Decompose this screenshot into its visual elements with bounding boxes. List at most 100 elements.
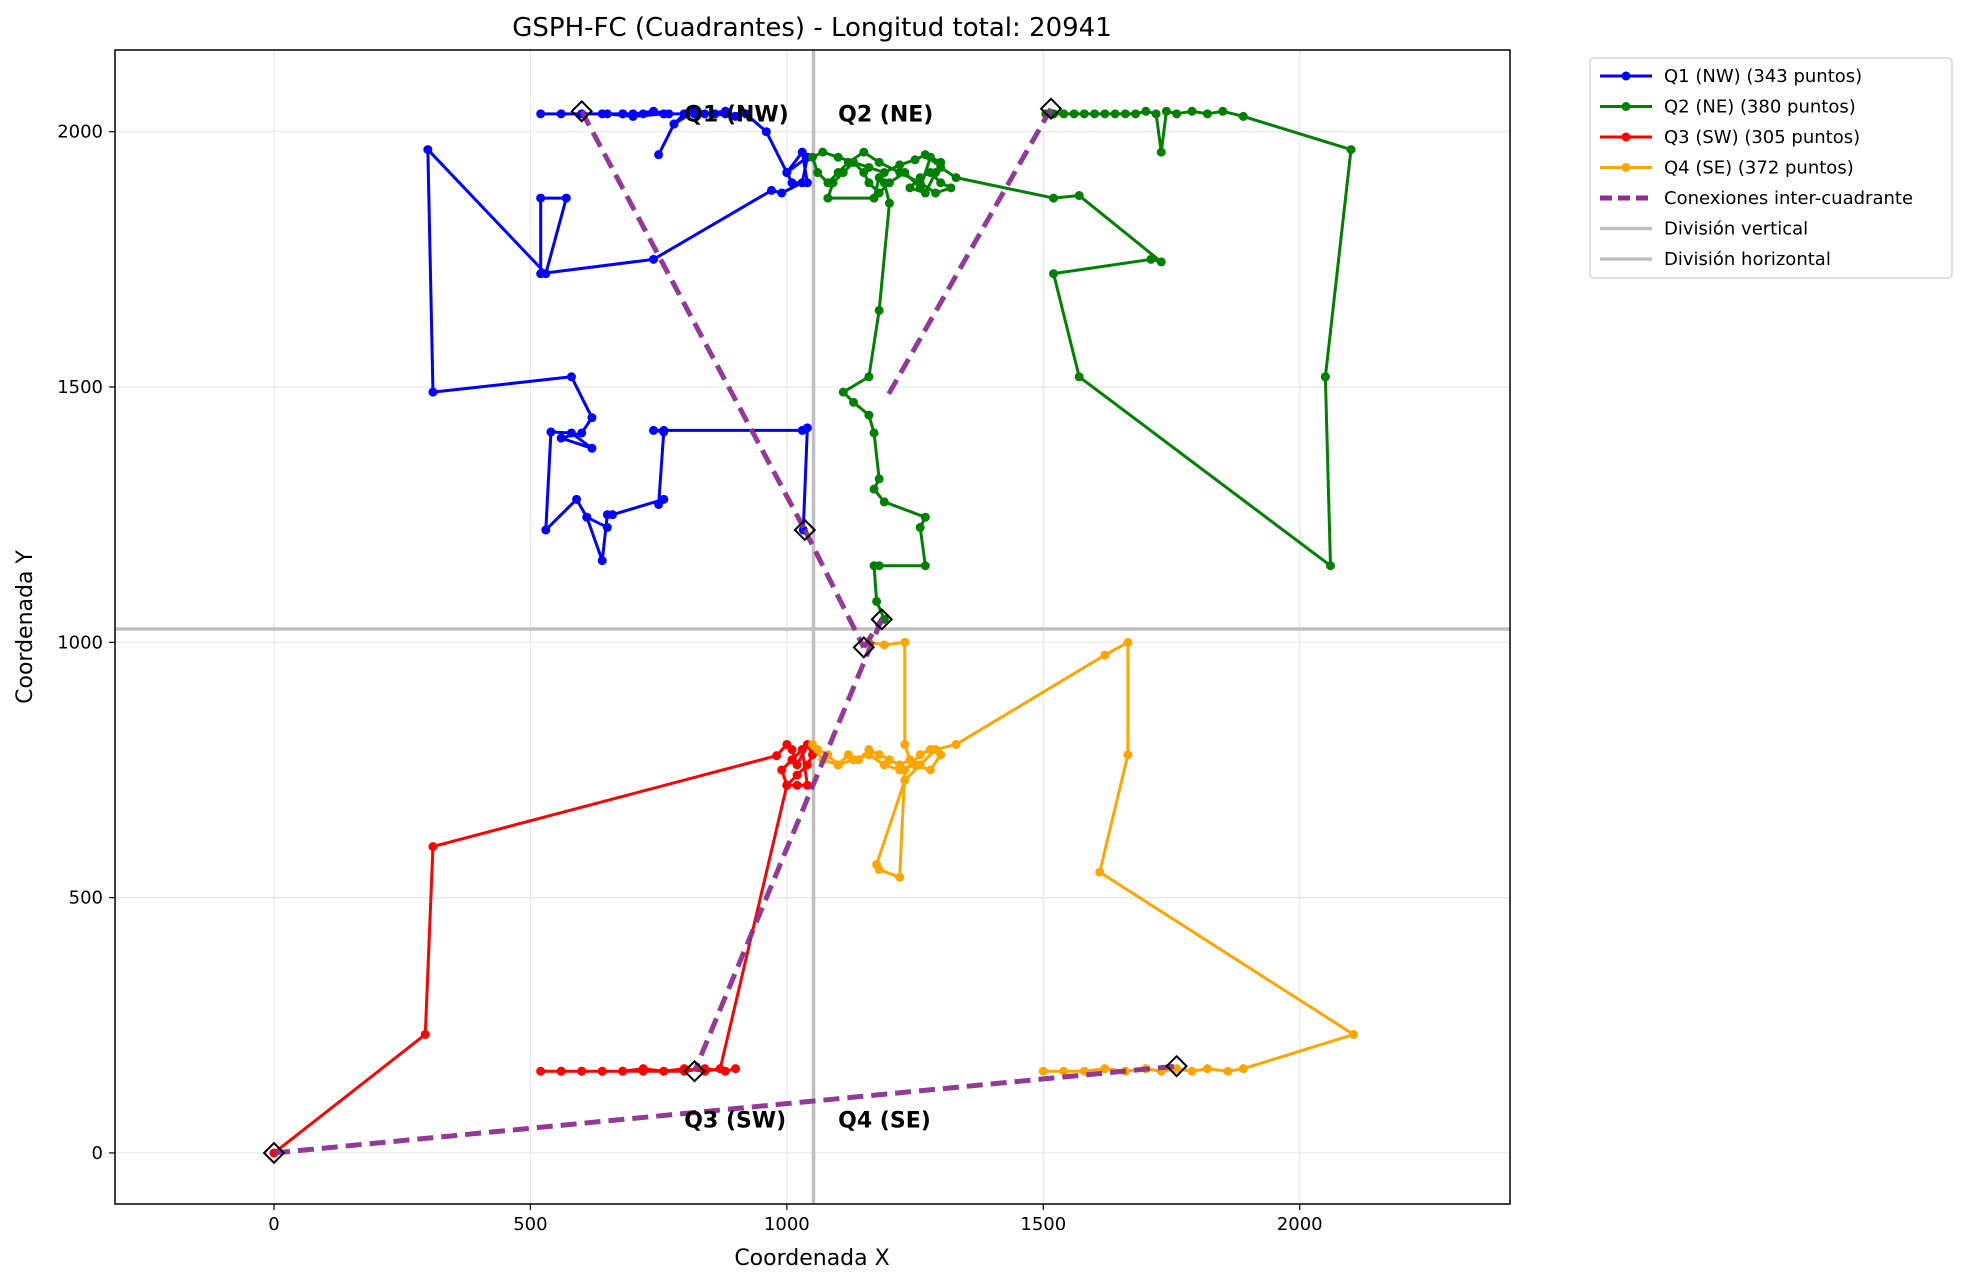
legend-item: Q4 (SE) (372 puntos): [1600, 158, 1854, 179]
data-point: [700, 109, 710, 119]
legend-item: Q1 (NW) (343 puntos): [1600, 66, 1862, 87]
data-point: [669, 119, 679, 129]
data-point: [931, 188, 941, 198]
legend-item: División horizontal: [1600, 249, 1831, 270]
endpoint-marker: [683, 1059, 706, 1083]
data-point: [915, 178, 925, 188]
data-point: [1141, 106, 1151, 116]
legend-label: Q4 (SE) (372 puntos): [1664, 158, 1854, 179]
data-point: [920, 512, 930, 522]
connection-segment: [273, 1063, 1177, 1156]
quadrant-label-2: Q2 (NE): [838, 102, 933, 127]
data-point: [879, 760, 889, 770]
endpoint-marker: [870, 608, 894, 631]
legend-label: Conexiones inter-cuadrante: [1664, 188, 1913, 209]
data-point: [546, 427, 556, 437]
data-point: [654, 499, 664, 509]
data-point: [849, 397, 859, 407]
data-point: [731, 111, 741, 121]
data-point: [936, 162, 946, 172]
legend-box: [1589, 57, 1953, 279]
data-point: [1123, 637, 1133, 647]
data-point: [638, 109, 648, 119]
legend-item: Q2 (NE) (380 puntos): [1600, 97, 1856, 118]
legend-label: Q1 (NW) (343 puntos): [1664, 66, 1862, 87]
legend-marker: [1621, 71, 1631, 81]
data-point: [802, 760, 812, 770]
connection-segment: [692, 618, 885, 1073]
endpoint-marker: [262, 1141, 286, 1165]
data-point: [679, 109, 689, 119]
data-point: [874, 305, 884, 315]
series-2: [808, 106, 1356, 624]
data-point: [849, 157, 859, 167]
data-point: [833, 760, 843, 770]
data-point: [872, 859, 882, 869]
data-point: [618, 1066, 628, 1076]
data-point: [787, 178, 797, 188]
data-point: [628, 111, 638, 121]
data-point: [1202, 109, 1212, 119]
data-point: [659, 109, 669, 119]
data-point: [1187, 1066, 1197, 1076]
data-point: [931, 745, 941, 755]
data-point: [761, 127, 771, 137]
data-point: [556, 1066, 566, 1076]
data-point: [884, 198, 894, 208]
x-tick-label: 1000: [764, 1214, 810, 1235]
data-point: [869, 484, 879, 494]
data-point: [577, 1066, 587, 1076]
data-point: [900, 637, 910, 647]
y-tick-label: 1500: [57, 377, 103, 398]
data-point: [777, 765, 787, 775]
data-point: [1172, 1064, 1182, 1074]
data-point: [879, 168, 889, 178]
data-point: [1223, 1066, 1233, 1076]
data-point: [700, 1064, 710, 1074]
data-point: [572, 494, 582, 504]
legend-item: División vertical: [1600, 219, 1808, 240]
data-point: [536, 109, 546, 119]
data-point: [946, 183, 956, 193]
data-point: [638, 1066, 648, 1076]
data-point: [556, 433, 566, 443]
data-point: [925, 765, 935, 775]
data-point: [1120, 109, 1130, 119]
data-point: [587, 443, 597, 453]
y-tick-label: 2000: [57, 122, 103, 143]
connection-segment: [579, 110, 808, 532]
data-point: [1095, 867, 1105, 877]
legend-item: Conexiones inter-cuadrante: [1600, 188, 1913, 209]
y-axis-ticks: 0 500 1000 1500 2000: [57, 122, 115, 1164]
data-point: [541, 525, 551, 535]
data-point: [1074, 191, 1084, 201]
data-point: [838, 387, 848, 397]
data-point: [900, 765, 910, 775]
data-point: [777, 188, 787, 198]
data-point: [428, 387, 438, 397]
series-1: [423, 106, 812, 566]
quadrant-label-4: Q4 (SE): [838, 1108, 931, 1133]
data-point: [874, 750, 884, 760]
data-point: [884, 178, 894, 188]
data-point: [920, 150, 930, 160]
data-point: [556, 109, 566, 119]
data-point: [859, 147, 869, 157]
data-point: [587, 413, 597, 423]
data-point: [782, 168, 792, 178]
data-point: [1187, 106, 1197, 116]
data-point: [602, 522, 612, 532]
data-point: [792, 770, 802, 780]
data-point: [787, 755, 797, 765]
data-point: [1074, 372, 1084, 382]
data-point: [1151, 109, 1161, 119]
connection-lines: [273, 107, 1177, 1156]
data-point: [792, 780, 802, 790]
endpoint-markers: [262, 97, 1188, 1165]
data-point: [1079, 109, 1089, 119]
data-point: [869, 428, 879, 438]
data-point: [915, 760, 925, 770]
y-tick-label: 500: [69, 888, 103, 909]
data-point: [879, 640, 889, 650]
y-tick-label: 1000: [57, 632, 103, 653]
